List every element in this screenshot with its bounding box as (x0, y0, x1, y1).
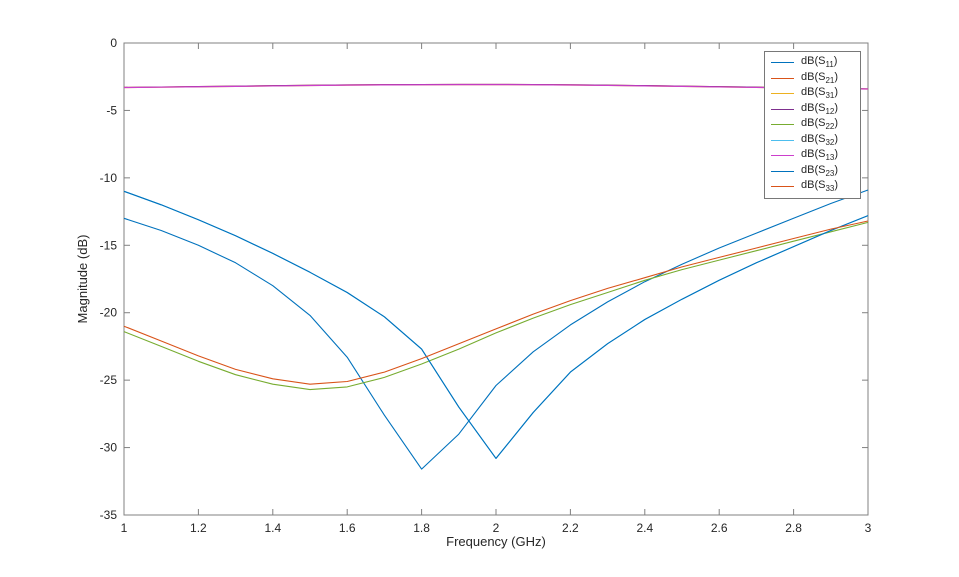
y-tick-label: -15 (100, 238, 118, 252)
y-tick-label: -5 (106, 103, 117, 117)
series-line-s22 (123, 221, 869, 391)
y-axis-label: Magnitude (dB) (75, 235, 90, 324)
legend-label: dB(S11) (801, 55, 838, 70)
series-line-s13 (123, 84, 869, 90)
legend-label: dB(S22) (801, 117, 839, 132)
legend-entry-s13[interactable]: dB(S13) (765, 148, 860, 164)
legend-line-sample (771, 139, 794, 141)
legend-line-sample (771, 186, 794, 188)
y-tick-label: 0 (110, 36, 117, 50)
legend-label: dB(S21) (801, 70, 839, 85)
legend-entry-s33[interactable]: dB(S33) (765, 179, 860, 195)
legend-line-sample (771, 93, 794, 95)
legend-line-sample (771, 155, 794, 157)
legend-line-sample (771, 170, 794, 172)
x-tick-label: 2.4 (636, 521, 653, 535)
legend-label: dB(S13) (801, 148, 839, 163)
x-tick-label: 1.8 (413, 521, 430, 535)
legend-label: dB(S23) (801, 163, 839, 178)
x-tick-label: 1.2 (190, 521, 207, 535)
y-tick-label: -30 (100, 441, 118, 455)
x-tick-label: 2.2 (562, 521, 579, 535)
legend-entry-s23[interactable]: dB(S23) (765, 164, 860, 180)
legend-label: dB(S32) (801, 132, 839, 147)
x-tick-label: 1.4 (264, 521, 281, 535)
legend-entry-s22[interactable]: dB(S22) (765, 117, 860, 133)
legend[interactable]: dB(S11) dB(S21) dB(S31) dB(S12) dB(S22) … (764, 51, 861, 199)
y-tick-label: -10 (100, 171, 118, 185)
legend-entry-s32[interactable]: dB(S32) (765, 133, 860, 149)
y-tick-label: -25 (100, 373, 118, 387)
plot-box (123, 42, 869, 516)
legend-entry-s11[interactable]: dB(S11) (765, 55, 860, 71)
x-tick-label: 1 (121, 521, 128, 535)
x-tick-label: 2.6 (711, 521, 728, 535)
legend-entry-s21[interactable]: dB(S21) (765, 71, 860, 87)
y-tick-label: -20 (100, 306, 118, 320)
x-tick-label: 2.8 (785, 521, 802, 535)
series-line-s23 (123, 190, 869, 459)
legend-label: dB(S31) (801, 86, 839, 101)
legend-entry-s31[interactable]: dB(S31) (765, 86, 860, 102)
series-line-s11 (123, 189, 869, 470)
x-tick-label: 2 (493, 521, 500, 535)
legend-line-sample (771, 108, 794, 110)
x-axis-label: Frequency (GHz) (446, 534, 546, 549)
x-tick-label: 1.6 (339, 521, 356, 535)
series-layer (123, 83, 869, 470)
y-tick-label: -35 (100, 508, 118, 522)
series-line-s32 (123, 190, 869, 459)
legend-line-sample (771, 62, 794, 64)
legend-line-sample (771, 124, 794, 126)
series-line-s33 (123, 220, 869, 385)
legend-entry-s12[interactable]: dB(S12) (765, 102, 860, 118)
x-tick-label: 3 (865, 521, 872, 535)
axes: 1 1.2 1.4 1.6 1.8 2 2.2 2.4 2.6 2.8 3 -35 -30 -25 -20 -… (100, 36, 872, 535)
legend-line-sample (771, 77, 794, 79)
legend-label: dB(S12) (801, 101, 839, 116)
legend-label: dB(S33) (801, 179, 839, 194)
